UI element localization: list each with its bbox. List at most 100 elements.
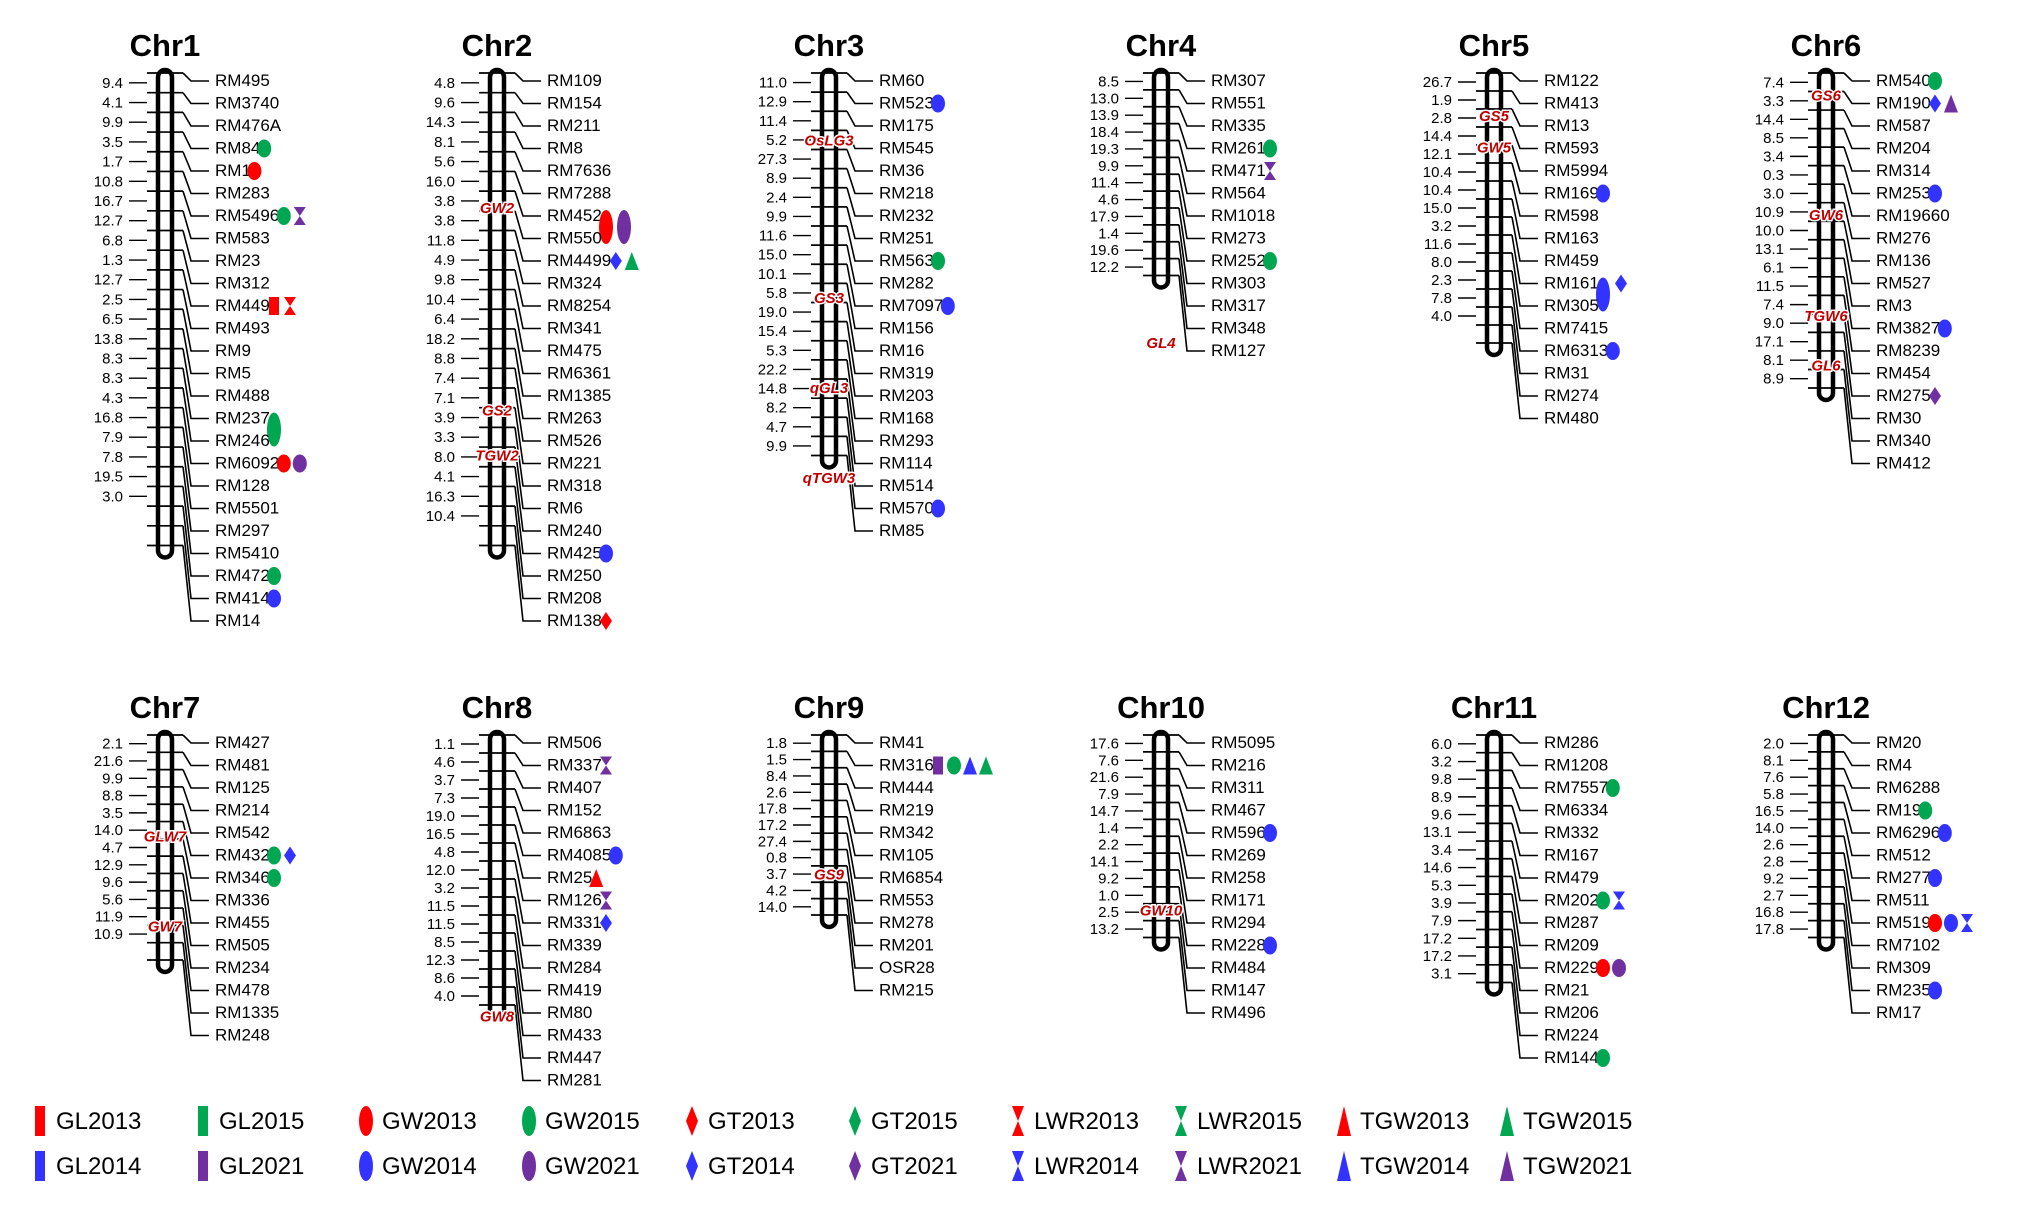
qtl-label: TGW2 [475,448,519,465]
marker-distance: 19.3 [1090,141,1119,158]
marker: RM7415 8.0 [1431,254,1608,338]
chromosome-bar [487,67,507,560]
legend-label: LWR2013 [1034,1108,1139,1135]
marker: RM6288 8.1 [1763,752,1940,797]
marker-label: RM340 [1876,431,1931,450]
marker-distance: 8.5 [1098,73,1119,90]
marker-distance: 7.3 [434,790,455,807]
marker-connector [846,244,873,285]
marker-connector [182,368,209,420]
qtl-label: GW6 [1809,207,1844,224]
marker-distance: 10.9 [1755,204,1784,221]
marker-connector [514,151,541,172]
marker: RM109 [479,71,602,90]
marker-connector [1843,350,1870,420]
marker-label: RM311 [1211,778,1265,797]
marker: RM261 13.9 [1090,107,1277,158]
marker-distance: 16.0 [426,173,455,190]
marker-connector [1178,106,1205,127]
marker-distance: 10.9 [94,926,123,943]
marker-label: RM23 [215,251,260,270]
marker: RM5095 [1143,733,1275,752]
marker: RM427 [147,733,270,752]
marker-connector [1843,128,1870,150]
marker-connector [182,506,209,577]
marker-label: RM147 [1211,981,1266,1000]
marker-connector [1843,295,1870,352]
marker-distance: 4.3 [102,390,123,407]
chromosome-title: Chr3 [794,28,865,63]
tgw2013-qtl-marker [589,869,604,887]
marker-connector [182,856,209,902]
marker: RM216 17.6 [1090,735,1266,774]
marker-distance: 5.3 [766,342,787,359]
marker-connector [182,72,209,82]
marker-connector [1178,819,1205,857]
marker-label: RM1018 [1211,206,1275,225]
marker-connector [182,328,209,375]
marker-label: RM283 [215,184,270,203]
marker-connector [514,950,541,1014]
legend-item: GT2015 [849,1106,958,1136]
marker-connector [1511,126,1538,150]
marker-distance: 1.4 [1098,820,1119,837]
marker-distance: 16.8 [1755,904,1784,921]
marker-connector [182,190,209,217]
gt2014-qtl-marker [284,846,296,865]
marker-distance: 9.9 [766,438,787,455]
legend-label: TGW2014 [1360,1153,1469,1180]
marker-label: RM175 [879,116,934,135]
marker-distance: 7.6 [1098,752,1119,769]
marker-connector [1511,162,1538,195]
marker-label: RM587 [1876,116,1931,135]
marker: RM505 9.6 [102,874,270,954]
marker-connector [514,111,541,127]
marker-connector [182,427,209,487]
gt2015-legend-icon [849,1106,861,1136]
marker: RM540 [1808,71,1942,90]
marker-connector [1511,770,1538,789]
marker-connector [182,269,209,307]
marker-label: RM208 [547,589,602,608]
marker: RM311 7.6 [1098,752,1264,797]
marker-connector [1511,198,1538,240]
marker: RM7636 8.1 [434,134,611,180]
marker-label: RM480 [1544,409,1599,428]
marker: RM41 [811,733,924,752]
marker-distance: 3.5 [102,134,123,151]
marker-label: RM224 [1544,1026,1599,1045]
marker-label: RM41 [879,733,924,752]
marker: RM250 16.3 [426,488,602,585]
marker-label: RM219 [879,801,934,820]
marker-connector [1511,805,1538,834]
marker-distance: 9.9 [102,770,123,787]
marker: RM542 8.8 [102,788,270,842]
marker-connector [1843,239,1870,285]
marker-connector [1178,802,1205,834]
marker: RM114 14.8 [758,381,933,473]
marker-connector [1178,207,1205,262]
marker-connector [846,849,873,902]
marker-label: RM204 [1876,139,1931,158]
marker-connector [182,407,209,465]
marker: RM85 9.9 [766,438,924,540]
marker-distance: 3.4 [1431,842,1452,859]
marker: RM312 6.8 [102,232,270,292]
marker-label: RM109 [547,71,602,90]
gw2013-qtl-marker [1596,959,1610,977]
gl2013-qtl-marker [269,297,279,315]
marker: RM1385 18.2 [426,331,611,405]
gw2014-qtl-marker [608,846,623,865]
marker-label: RM218 [879,184,934,203]
marker-connector [182,525,209,600]
marker-connector [514,171,541,195]
marker-distance: 2.6 [766,784,787,801]
marker-distance: 17.2 [758,817,787,834]
marker-label: RM163 [1544,229,1599,248]
gw2015-qtl-marker [267,846,281,865]
marker-label: RM527 [1876,274,1931,293]
marker: RM208 10.4 [426,508,602,608]
chromosome-bar [1484,729,1504,997]
marker: RM6334 9.8 [1431,771,1608,819]
lwr2021-qtl-marker [600,756,612,775]
